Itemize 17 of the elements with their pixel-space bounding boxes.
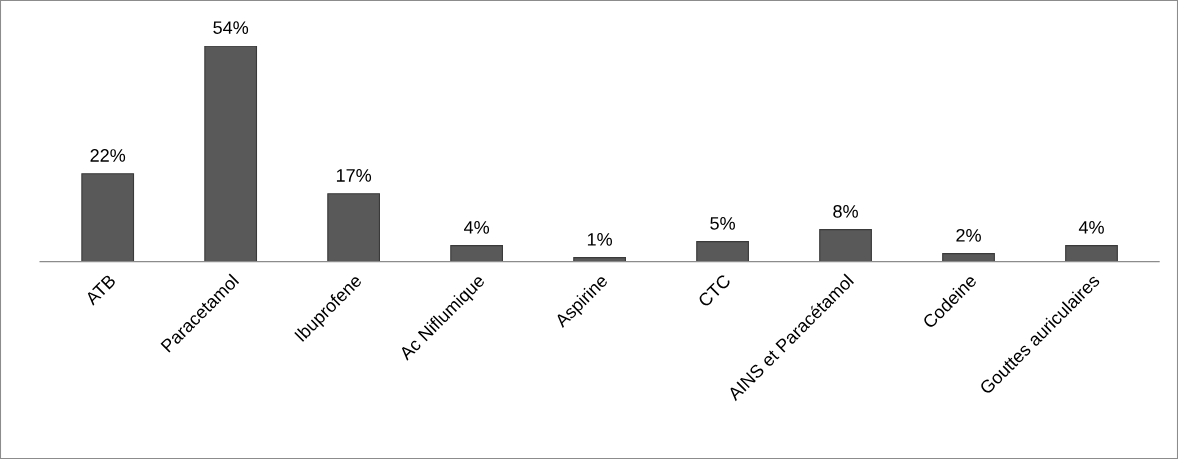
data-label: 8% (833, 204, 858, 218)
bar (942, 253, 995, 262)
data-label: 2% (956, 228, 981, 242)
data-label: 5% (710, 217, 735, 230)
data-label: 54% (213, 21, 249, 34)
data-label: 1% (587, 233, 613, 246)
data-label: 17% (336, 169, 372, 182)
bar (819, 229, 872, 262)
bar (696, 241, 749, 262)
bar (204, 45, 258, 262)
data-label: 4% (463, 221, 490, 234)
data-label: 4% (1078, 221, 1104, 234)
bar (81, 173, 135, 262)
bar (450, 245, 504, 262)
data-label: 22% (90, 149, 126, 162)
bar (1065, 245, 1118, 262)
bar (327, 193, 381, 262)
